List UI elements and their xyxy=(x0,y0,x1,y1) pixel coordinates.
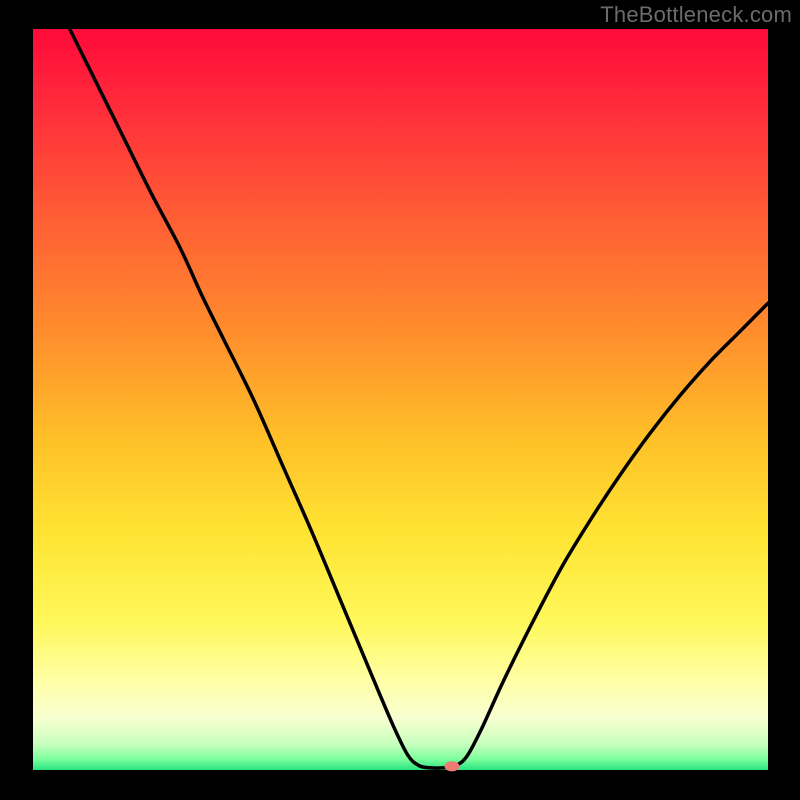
bottleneck-chart xyxy=(0,0,800,800)
plot-background xyxy=(33,29,768,770)
optimum-marker xyxy=(444,761,459,771)
